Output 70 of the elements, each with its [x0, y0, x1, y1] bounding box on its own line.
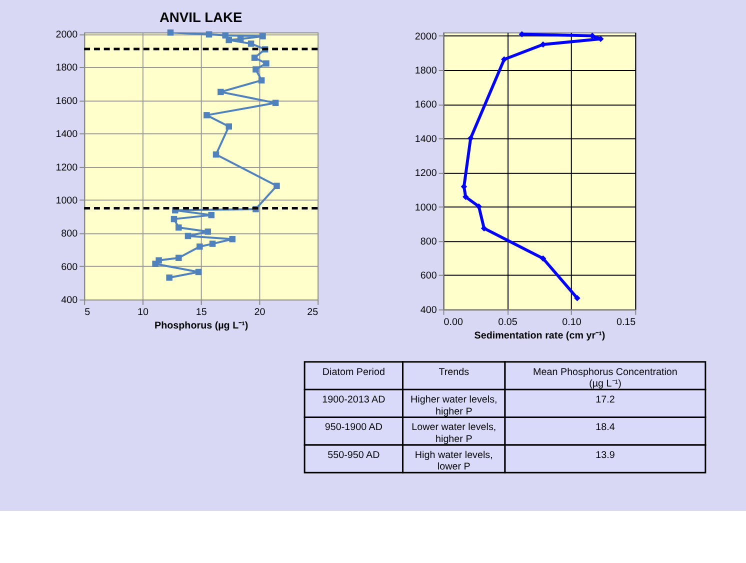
- y-tick-label: 1400: [414, 134, 438, 145]
- point: [237, 36, 244, 42]
- text: 950-1900 AD: [324, 422, 383, 434]
- point: [184, 232, 192, 240]
- text: High water levels, lower P: [414, 450, 493, 473]
- y-tick-label: 800: [61, 228, 78, 240]
- point: [167, 29, 174, 36]
- y-tick-label: 1000: [414, 202, 438, 214]
- point: [196, 243, 203, 250]
- text: 1900-2013 AD: [322, 394, 386, 406]
- point: [218, 88, 224, 96]
- text: 18.4: [596, 422, 616, 434]
- point: [195, 268, 202, 276]
- text: Lower water levels, higher P: [412, 422, 496, 446]
- chart-title: ANVIL LAKE: [159, 9, 242, 26]
- y-tick-label: 400: [420, 304, 438, 316]
- point: [152, 260, 158, 267]
- point: [212, 151, 220, 158]
- x-tick-label: 10: [137, 306, 149, 318]
- point: [166, 274, 172, 281]
- x-tick-label: 20: [254, 306, 266, 318]
- x-tick-label: 15: [196, 306, 208, 318]
- y-tick-label: 2000: [414, 31, 438, 42]
- point: [170, 216, 178, 222]
- y-tick-label: 600: [420, 270, 438, 282]
- x-tick-label: 5: [84, 306, 91, 318]
- x-axis-title: Sedimentation rate (cm yr⁻¹): [474, 330, 606, 342]
- y-tick-label: 1200: [56, 162, 78, 174]
- y-tick-label: 1800: [56, 62, 78, 74]
- point: [260, 33, 266, 40]
- text: Mean Phosphorus Concentration (µg L⁻¹): [533, 366, 678, 390]
- point: [252, 66, 259, 73]
- point: [251, 54, 258, 61]
- x-tick-label: 0.05: [498, 316, 518, 328]
- point: [204, 228, 211, 235]
- point: [206, 31, 212, 38]
- point: [272, 100, 279, 106]
- y-tick-label: 1600: [56, 96, 78, 107]
- y-tick-label: 800: [420, 236, 438, 248]
- x-tick-label: 0.15: [616, 316, 636, 328]
- y-tick-label: 1000: [56, 195, 78, 206]
- y-tick-label: 1400: [56, 129, 78, 140]
- point: [209, 240, 216, 247]
- x-tick-label: 0.00: [444, 316, 464, 328]
- text: Diatom Period: [322, 366, 385, 378]
- y-tick-label: 600: [61, 262, 78, 273]
- text: 550-950 AD: [328, 450, 380, 461]
- y-tick-label: 1600: [414, 100, 438, 111]
- point: [226, 36, 232, 44]
- point: [226, 123, 232, 130]
- y-tick-label: 2000: [56, 30, 78, 41]
- point: [274, 182, 280, 189]
- x-tick-label: 25: [307, 306, 319, 318]
- text: Higher water levels, higher P: [410, 394, 498, 418]
- point: [229, 236, 236, 242]
- point: [176, 254, 182, 262]
- point: [263, 60, 270, 67]
- x-tick-label: 0.10: [562, 316, 582, 328]
- x-axis-title: Phosphorus (µg L⁻¹): [154, 320, 248, 332]
- point: [248, 40, 254, 47]
- y-tick-label: 400: [61, 294, 78, 306]
- point: [204, 112, 210, 118]
- text: Trends: [438, 366, 470, 378]
- point: [208, 212, 214, 218]
- point: [176, 224, 182, 231]
- point: [258, 77, 265, 84]
- y-tick-label: 1800: [414, 65, 438, 76]
- text: 13.9: [596, 450, 616, 461]
- text: 17.2: [596, 394, 615, 406]
- y-tick-label: 1200: [414, 168, 438, 180]
